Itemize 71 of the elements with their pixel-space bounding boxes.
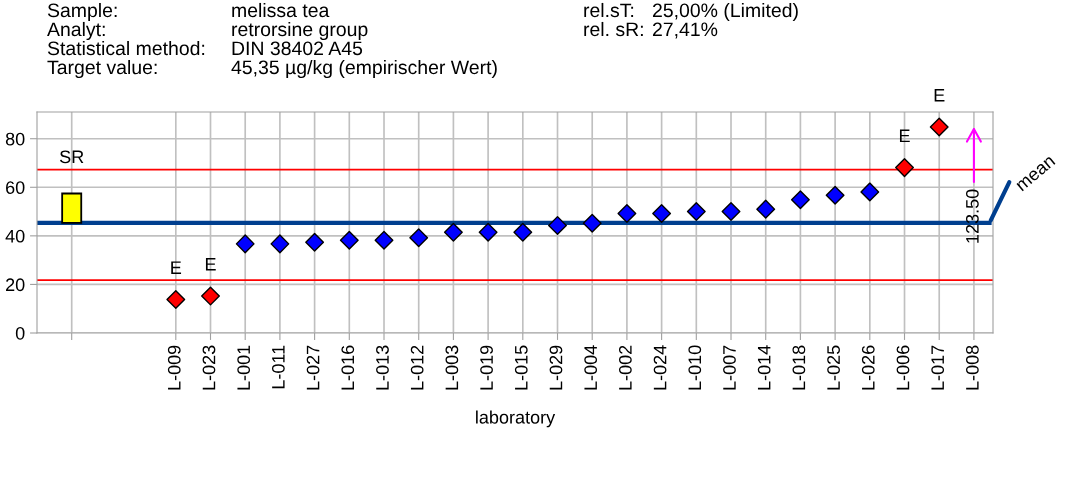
text: melissa tea (232, 2, 330, 18)
text: 45,35 µg/kg (empirischer Wert) (231, 59, 497, 79)
y-tick-label: 0 (15, 326, 25, 340)
point (790, 190, 810, 210)
x-tick-label: L-010 (688, 345, 702, 390)
text: rel.sT: (584, 2, 634, 18)
x-tick-label: L-019 (480, 345, 493, 390)
point (582, 213, 602, 233)
point (443, 222, 463, 242)
y-tick-label: 80 (5, 132, 25, 146)
x-tick-label: L-023 (202, 345, 216, 390)
y-tick-label: 20 (6, 278, 25, 292)
annotation: E (171, 261, 182, 274)
point (756, 199, 776, 219)
text: retrorsine group (232, 21, 368, 41)
point (825, 185, 845, 205)
y-tick-label: 60 (6, 181, 25, 195)
point (929, 117, 949, 137)
point (201, 286, 220, 306)
x-tick-label: L-003 (445, 345, 459, 390)
point (409, 228, 429, 248)
point (860, 182, 880, 202)
text: Sample: (47, 2, 117, 22)
x-tick-label: L-011 (271, 345, 285, 389)
point (617, 204, 637, 223)
annotation: E (934, 89, 945, 102)
point (548, 215, 567, 235)
x-tick-label: L-029 (549, 345, 563, 390)
x-tick-label: L-012 (410, 345, 424, 390)
x-tick-label: L-002 (618, 345, 632, 390)
x-tick-label: L-007 (723, 345, 736, 390)
point (305, 232, 325, 252)
text: 27,41% (652, 22, 718, 39)
point (166, 290, 186, 309)
point (339, 230, 359, 250)
point (895, 158, 914, 178)
annotation: E (899, 129, 910, 143)
x-tick-label: L-025 (827, 345, 840, 390)
x-tick-label: L-008 (965, 345, 979, 390)
annotation: E (205, 258, 216, 271)
point (513, 222, 533, 242)
text: Analyt: (47, 21, 105, 41)
text: rel. sR: (584, 21, 643, 37)
x-tick-label: L-006 (896, 345, 910, 390)
y-tick-label: 40 (5, 229, 25, 243)
x-tick-label: L-024 (653, 345, 667, 390)
point (270, 234, 290, 254)
x-tick-label: L-013 (376, 345, 389, 390)
x-tick-label: L-016 (341, 345, 355, 390)
series-label: SR (59, 150, 84, 164)
x-tick-label: L-004 (584, 345, 598, 390)
point (235, 234, 255, 254)
x-tick-label: L-014 (757, 345, 771, 390)
point (652, 204, 672, 223)
x-tick-label: L-015 (514, 345, 528, 390)
annotation: 123.50 (965, 189, 979, 243)
x-tick-label: L-009 (167, 345, 181, 390)
x-tick-label: L-018 (792, 345, 806, 390)
x-tick-label: L-027 (306, 345, 320, 390)
x-axis-title: laboratory (476, 410, 556, 428)
x-tick-label: L-001 (237, 345, 251, 390)
point (374, 230, 394, 250)
point (686, 202, 706, 222)
point (478, 222, 498, 242)
point (721, 202, 741, 222)
text: 25,00% (Limited) (652, 2, 798, 22)
text: Target value: (47, 59, 157, 79)
text: Statistical method: (47, 40, 205, 56)
x-tick-label: L-026 (861, 345, 875, 390)
text: DIN 38402 A45 (232, 41, 363, 56)
x-tick-label: L-017 (931, 345, 945, 390)
